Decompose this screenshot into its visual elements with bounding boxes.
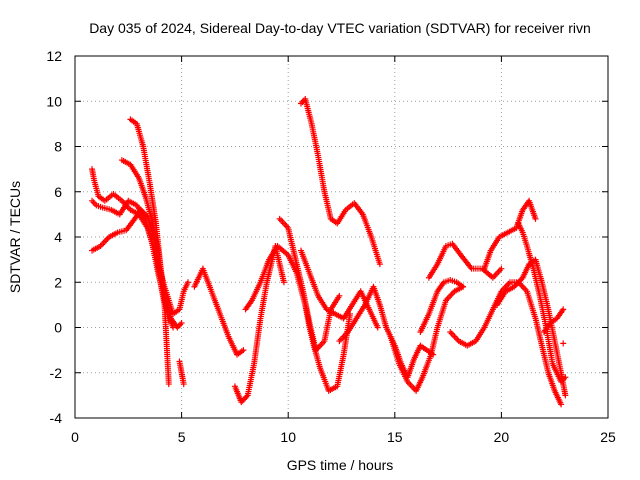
data-point [180, 381, 187, 388]
points-layer [89, 95, 569, 408]
data-point [165, 381, 172, 388]
data-point [460, 283, 467, 290]
x-tick-label: 10 [280, 429, 296, 445]
y-tick-label: 4 [54, 229, 62, 245]
series-arc-8 [231, 243, 287, 406]
data-point [240, 347, 247, 354]
y-tick-label: 10 [46, 93, 62, 109]
series-arc-5 [127, 116, 172, 324]
y-tick-label: -4 [50, 410, 63, 426]
data-point [336, 292, 343, 299]
data-point [560, 340, 567, 347]
data-point [498, 265, 505, 272]
data-point [243, 393, 250, 400]
series-arc-7 [191, 265, 247, 358]
series-arc-18 [481, 197, 539, 272]
data-point [558, 401, 565, 408]
series-arc-10 [276, 215, 343, 354]
series-arc-15 [417, 276, 467, 336]
data-point [560, 306, 567, 313]
data-point [178, 319, 185, 326]
axes-layer: 0 5 10 15 20 25 -4 -2 0 2 4 6 8 10 12 [46, 48, 616, 445]
data-point [184, 279, 191, 286]
y-axis-label: SDTVAR / TECUs [7, 181, 23, 293]
y-tick-label: 12 [46, 48, 62, 64]
data-point [376, 261, 383, 268]
series-arc-14 [387, 283, 467, 394]
series-arc-6 [176, 358, 187, 388]
series-arc-16 [425, 240, 505, 281]
data-point [170, 324, 177, 331]
data-point [562, 392, 569, 399]
x-tick-label: 25 [600, 429, 616, 445]
series-arc-11 [297, 95, 383, 268]
data-point [532, 215, 539, 222]
y-tick-label: -2 [50, 365, 63, 381]
chart-title: Day 035 of 2024, Sidereal Day-to-day VTE… [89, 20, 591, 36]
y-tick-label: 8 [54, 139, 62, 155]
data-point [374, 324, 381, 331]
series-arc-21 [541, 306, 567, 336]
data-point [280, 279, 287, 286]
y-tick-label: 6 [54, 184, 62, 200]
x-tick-label: 20 [494, 429, 510, 445]
x-tick-label: 15 [387, 429, 403, 445]
data-point [165, 317, 172, 324]
series-arc-12 [297, 247, 381, 331]
series-arc-17 [447, 279, 565, 408]
x-axis-label: GPS time / hours [287, 457, 394, 473]
x-tick-label: 5 [178, 429, 186, 445]
data-point [562, 374, 569, 381]
series-arc-22 [560, 340, 567, 347]
y-tick-label: 2 [54, 274, 62, 290]
series-arc-20 [515, 220, 569, 385]
y-tick-label: 0 [54, 320, 62, 336]
x-tick-label: 0 [71, 429, 79, 445]
